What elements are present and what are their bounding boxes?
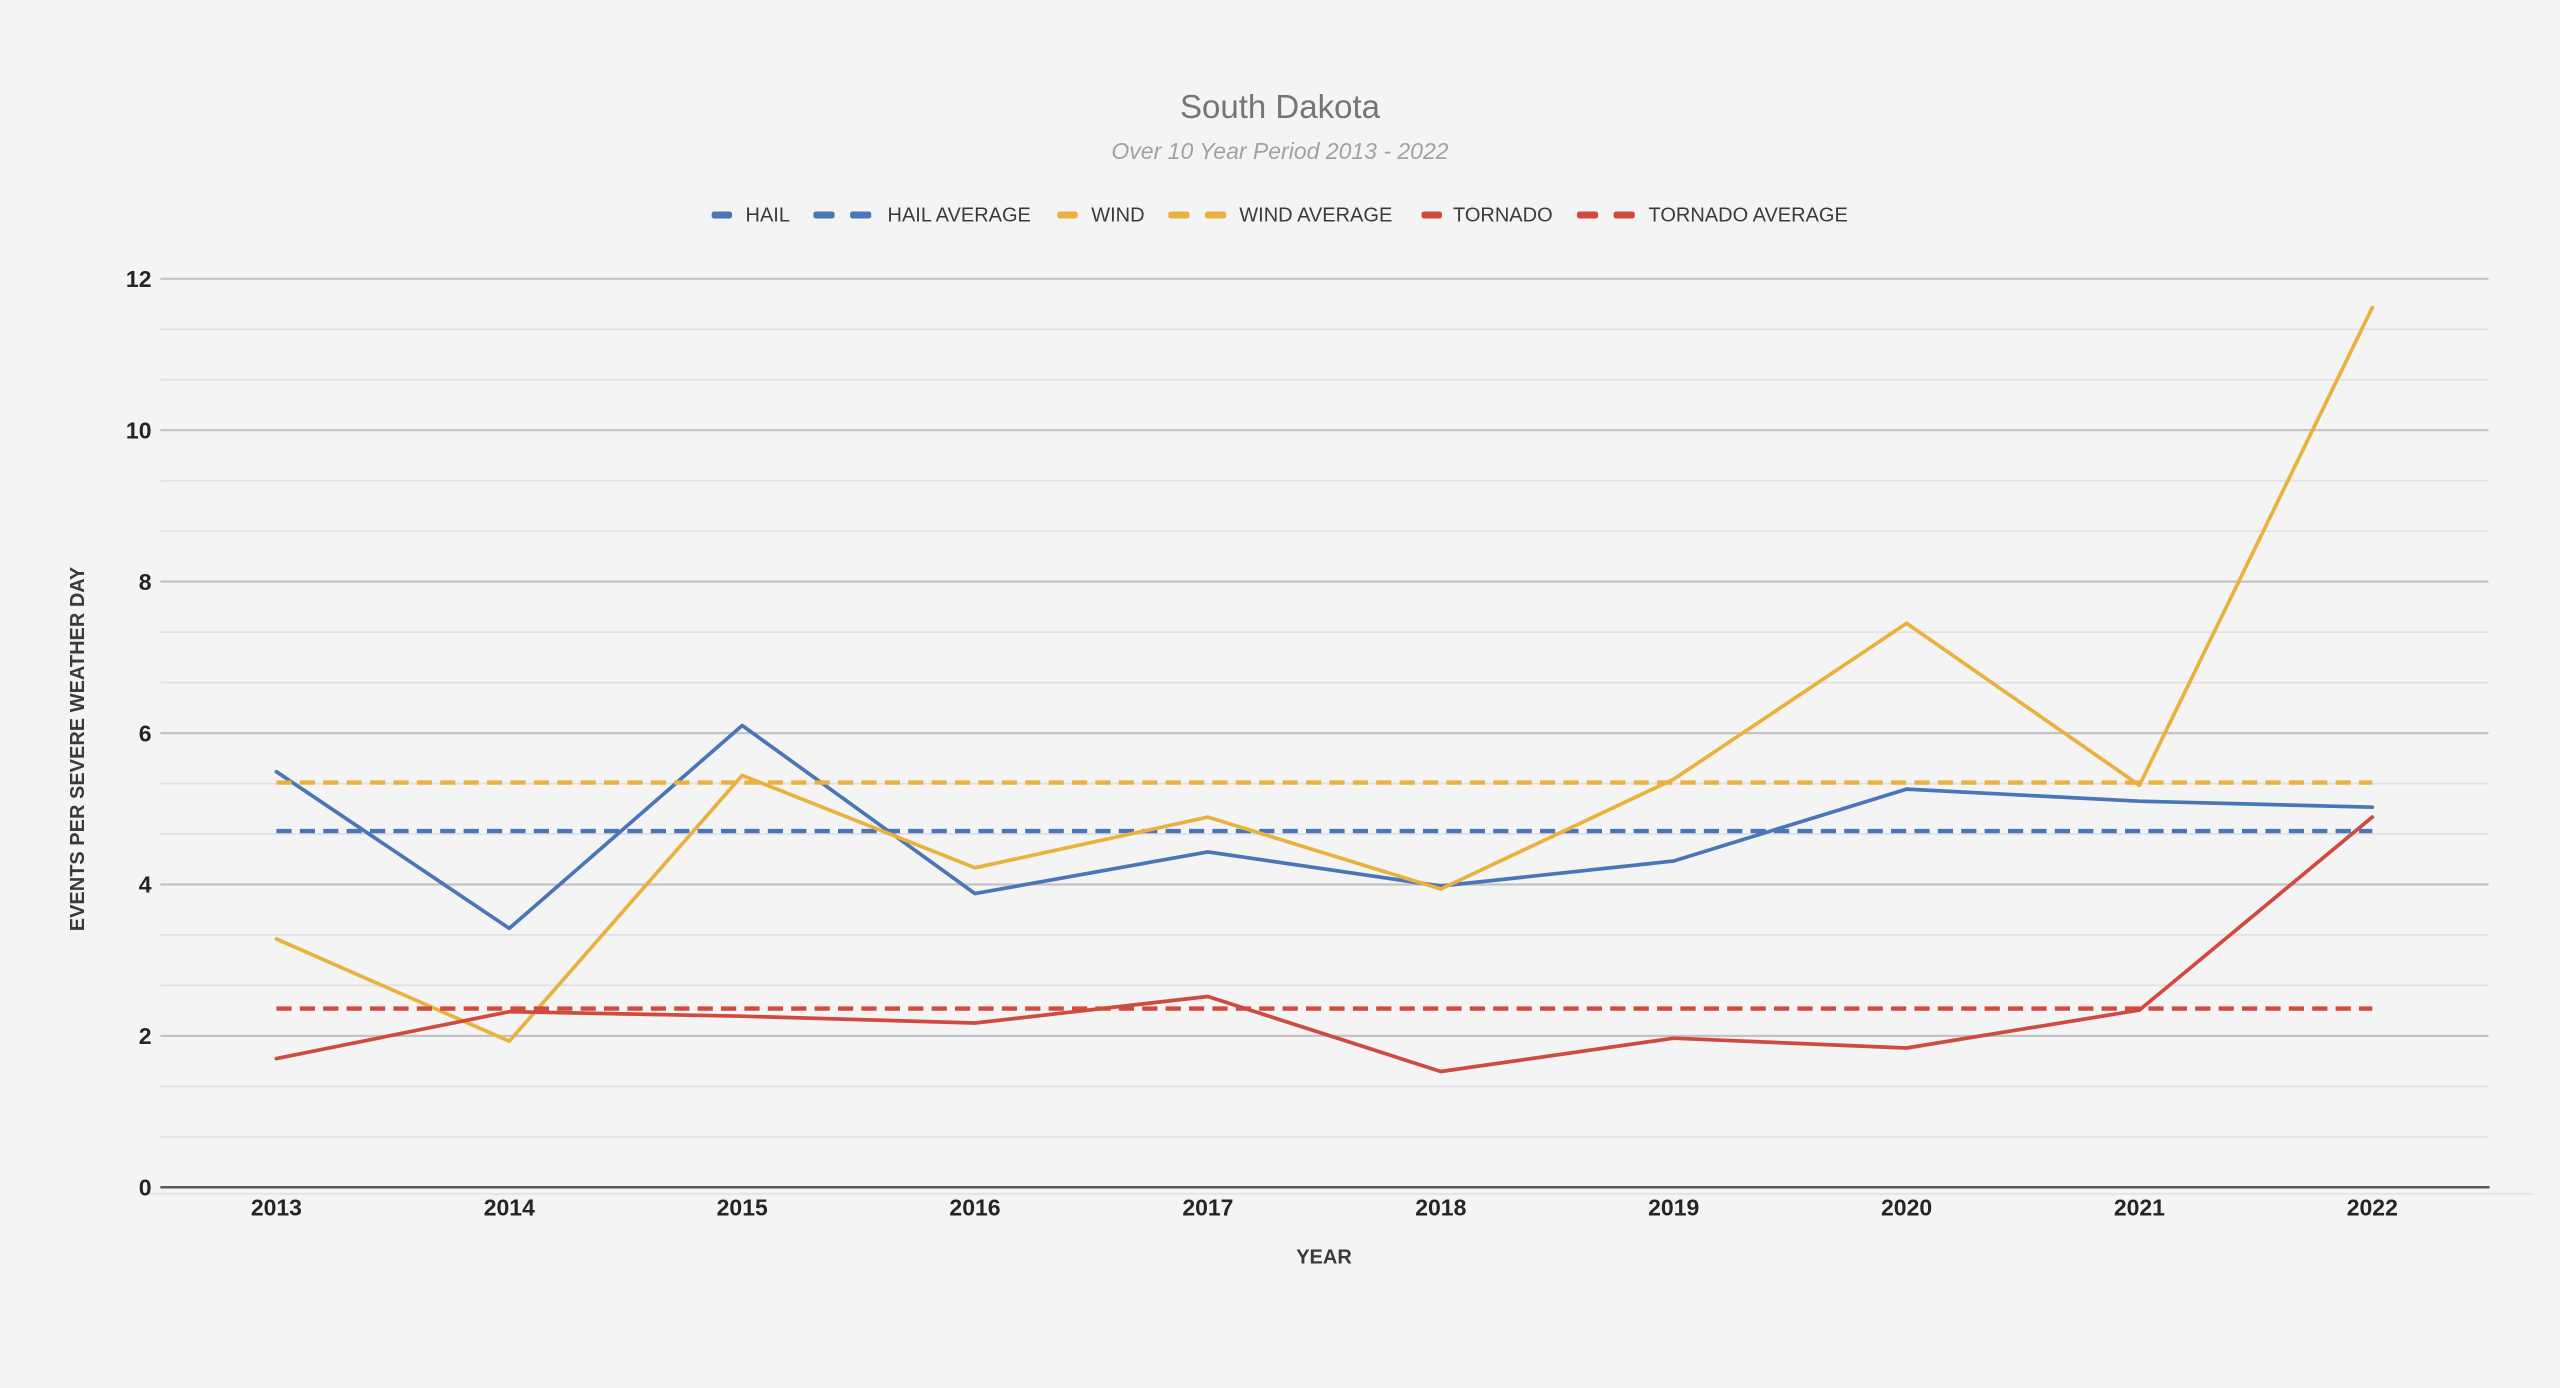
svg-text:YEAR: YEAR: [1296, 1247, 1352, 1269]
svg-text:10: 10: [126, 417, 152, 443]
svg-text:TORNADO AVERAGE: TORNADO AVERAGE: [1649, 205, 1848, 227]
svg-text:2013: 2013: [251, 1195, 302, 1221]
svg-text:South Dakota: South Dakota: [1180, 88, 1381, 125]
svg-text:2015: 2015: [717, 1195, 768, 1221]
svg-text:2022: 2022: [2347, 1195, 2398, 1221]
svg-text:2016: 2016: [949, 1195, 1000, 1221]
svg-text:6: 6: [139, 720, 152, 746]
svg-text:8: 8: [139, 569, 152, 595]
svg-text:Over 10 Year Period 2013 - 202: Over 10 Year Period 2013 - 2022: [1111, 138, 1448, 164]
svg-text:0: 0: [139, 1175, 152, 1201]
svg-text:2021: 2021: [2114, 1195, 2165, 1221]
svg-text:2: 2: [139, 1023, 152, 1049]
svg-text:2020: 2020: [1881, 1195, 1932, 1221]
svg-text:EVENTS PER SEVERE WEATHER DAY: EVENTS PER SEVERE WEATHER DAY: [67, 566, 89, 931]
svg-text:2019: 2019: [1648, 1195, 1699, 1221]
svg-text:4: 4: [139, 872, 152, 898]
svg-text:WIND AVERAGE: WIND AVERAGE: [1239, 205, 1392, 227]
svg-text:2018: 2018: [1415, 1195, 1466, 1221]
svg-text:2017: 2017: [1182, 1195, 1233, 1221]
svg-text:WIND: WIND: [1091, 205, 1144, 227]
svg-text:TORNADO: TORNADO: [1453, 205, 1553, 227]
svg-text:12: 12: [126, 266, 152, 292]
svg-text:2014: 2014: [484, 1195, 535, 1221]
svg-text:HAIL: HAIL: [746, 205, 790, 227]
svg-text:HAIL AVERAGE: HAIL AVERAGE: [888, 205, 1031, 227]
